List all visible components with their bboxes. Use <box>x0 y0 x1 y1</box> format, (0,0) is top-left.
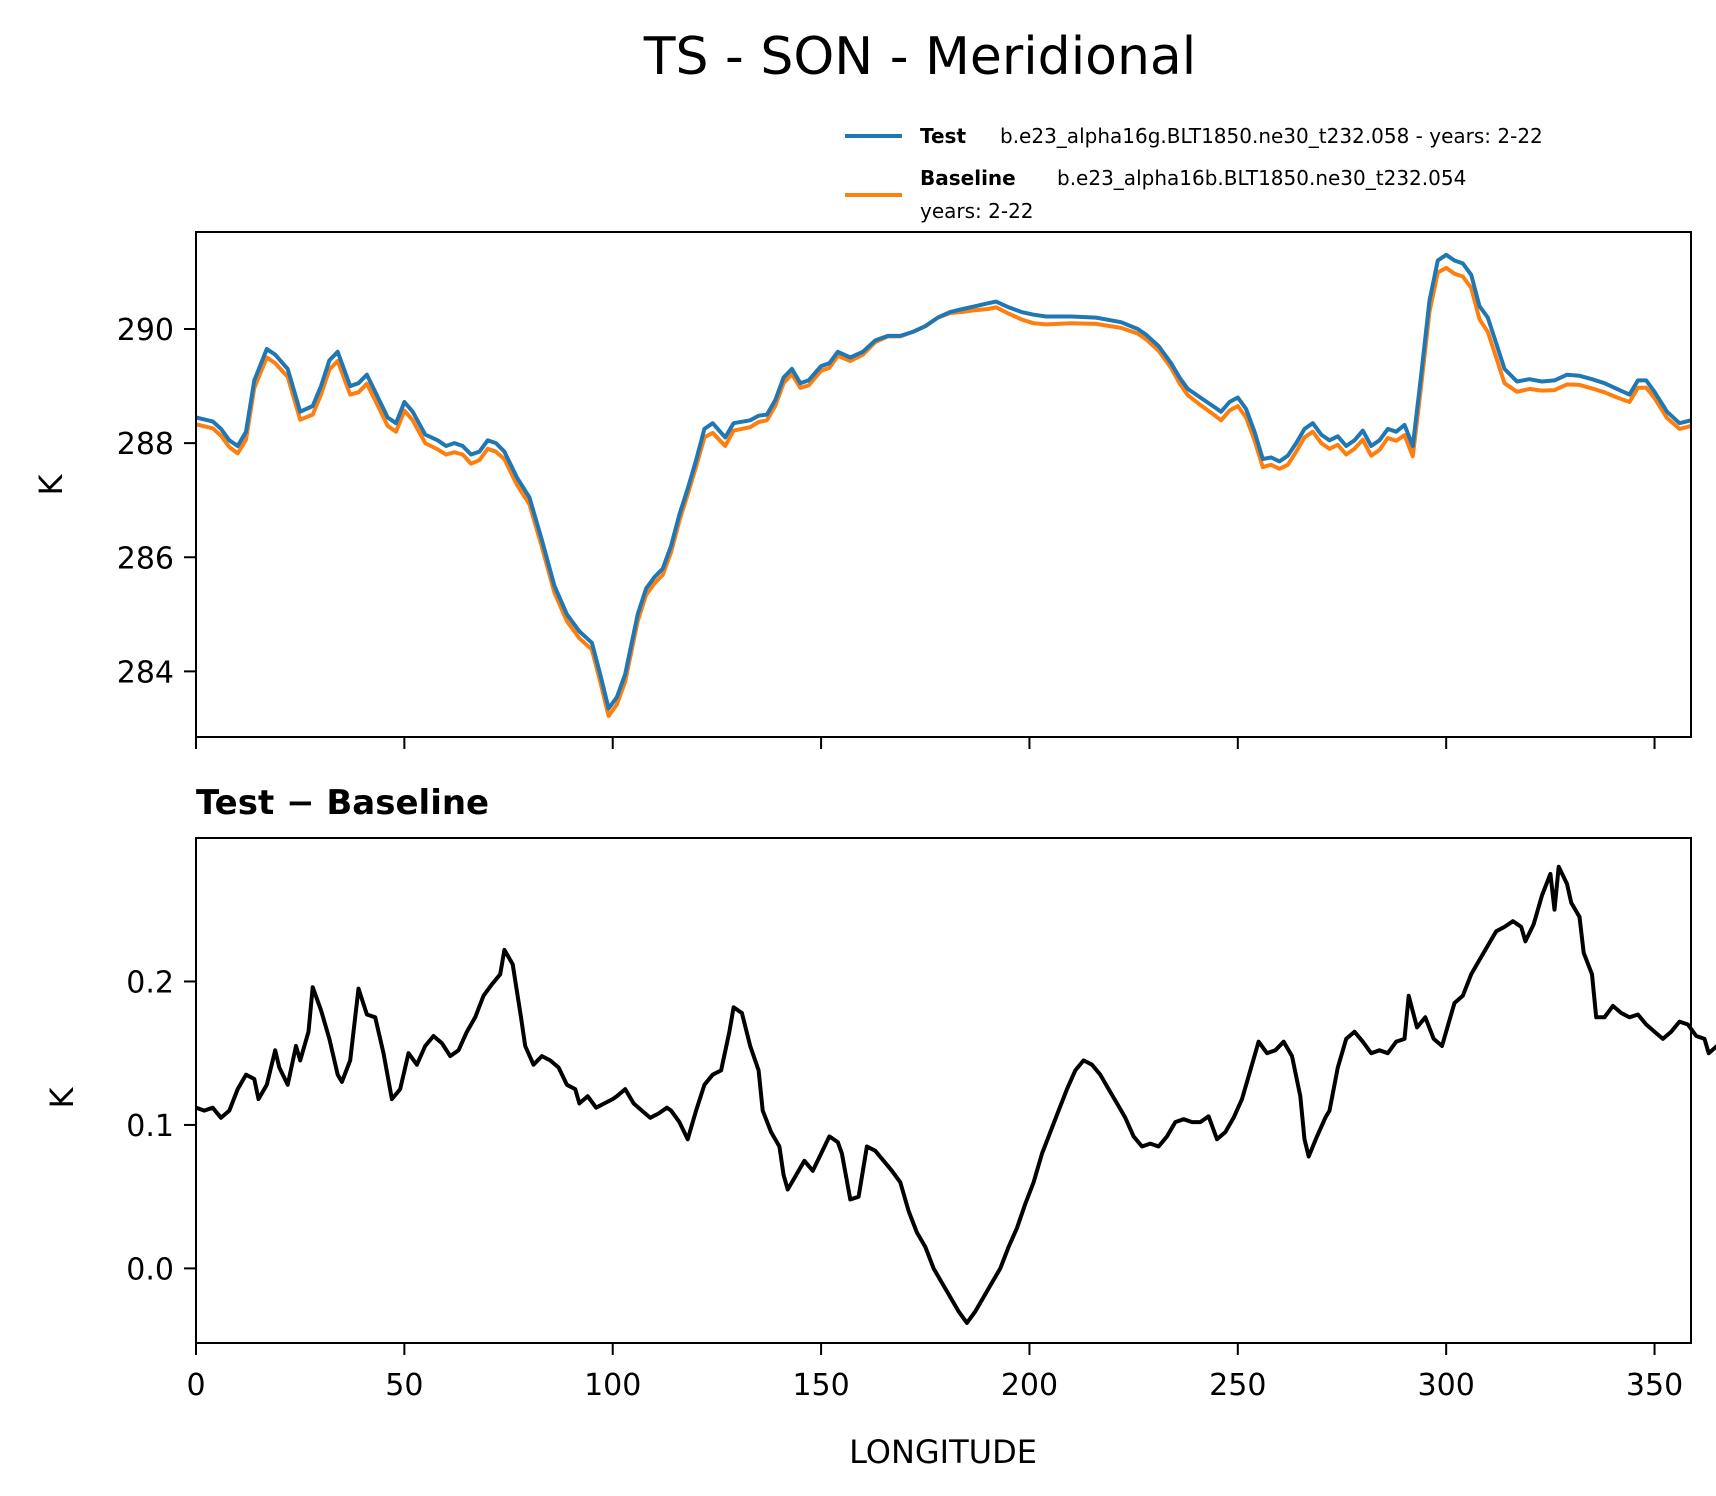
legend-test-name: Test <box>920 124 966 148</box>
x-tick-label: 200 <box>1001 1368 1058 1403</box>
top-y-tick-label: 288 <box>117 427 174 462</box>
top-y-tick-label: 290 <box>117 313 174 348</box>
legend-baseline-label: b.e23_alpha16b.BLT1850.ne30_t232.054 <box>1057 166 1466 190</box>
bottom-panel-y-ticks: 0.0 0.1 0.2 <box>126 965 196 1287</box>
top-panel-y-ticks: 284 286 288 290 <box>117 313 196 690</box>
chart-title: TS - SON - Meridional <box>643 27 1196 87</box>
legend-baseline-label-2: years: 2-22 <box>920 199 1034 223</box>
top-panel: 284 286 288 290 K <box>32 231 1692 749</box>
test-series-line <box>195 252 1692 711</box>
top-y-tick-label: 286 <box>117 541 174 576</box>
bottom-panel-x-ticks: 0 50 100 150 200 250 300 350 <box>186 1343 1683 1403</box>
x-tick-label: 0 <box>186 1368 205 1403</box>
top-panel-frame <box>195 231 1692 738</box>
top-panel-x-ticks <box>195 737 1656 749</box>
bottom-panel-title: Test − Baseline <box>196 783 489 823</box>
top-y-tick-label: 284 <box>117 655 174 690</box>
x-tick-label: 250 <box>1209 1368 1266 1403</box>
top-panel-lines <box>195 252 1692 718</box>
x-tick-label: 350 <box>1626 1368 1683 1403</box>
x-tick-label: 150 <box>792 1368 849 1403</box>
x-tick-label: 50 <box>385 1368 423 1403</box>
x-axis-label: LONGITUDE <box>849 1433 1037 1471</box>
bottom-panel-y-label: K <box>43 1086 81 1108</box>
bottom-panel-lines <box>195 864 1716 1325</box>
legend: Test b.e23_alpha16g.BLT1850.ne30_t232.05… <box>845 124 1543 223</box>
bottom-panel: Test − Baseline 0 50 100 150 200 250 300 350 0.… <box>43 783 1716 1471</box>
top-panel-y-label: K <box>32 473 70 495</box>
x-tick-label: 100 <box>584 1368 641 1403</box>
legend-baseline-name: Baseline <box>920 166 1016 190</box>
bottom-y-tick-label: 0.0 <box>126 1252 174 1287</box>
bottom-y-tick-label: 0.1 <box>126 1109 174 1144</box>
legend-test-label: b.e23_alpha16g.BLT1850.ne30_t232.058 - y… <box>1000 124 1543 148</box>
difference-series-line <box>195 864 1716 1325</box>
bottom-y-tick-label: 0.2 <box>126 965 174 1000</box>
bottom-panel-frame <box>195 837 1692 1344</box>
x-tick-label: 300 <box>1418 1368 1475 1403</box>
